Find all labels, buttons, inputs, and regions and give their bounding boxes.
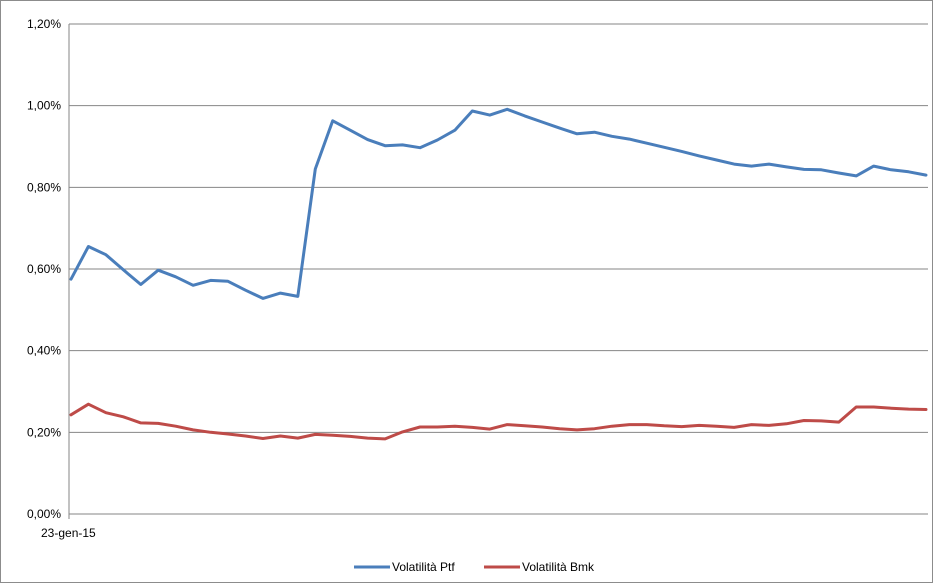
y-tick-label: 0,60% [27, 262, 61, 276]
y-axis-tick-labels: 0,00% 0,20% 0,40% 0,60% 0,80% 1,00% 1,20% [27, 17, 61, 521]
y-tick-label: 1,20% [27, 17, 61, 31]
x-axis: 23-gen-15 [41, 24, 928, 540]
y-tick-label: 0,20% [27, 425, 61, 439]
series-line-1 [69, 107, 928, 300]
y-tick-label: 1,00% [27, 99, 61, 113]
y-tick-label: 0,80% [27, 180, 61, 194]
legend-label: Volatilità Ptf [392, 560, 455, 574]
legend: Volatilità Ptf Volatilità Bmk [354, 560, 595, 574]
gridlines [69, 23, 928, 515]
y-tick-label: 0,00% [27, 507, 61, 521]
x-tick-label: 23-gen-15 [41, 526, 96, 540]
series-lines [69, 107, 928, 441]
series-line-2 [69, 402, 928, 441]
y-tick-label: 0,40% [27, 344, 61, 358]
legend-label: Volatilità Bmk [522, 560, 595, 574]
